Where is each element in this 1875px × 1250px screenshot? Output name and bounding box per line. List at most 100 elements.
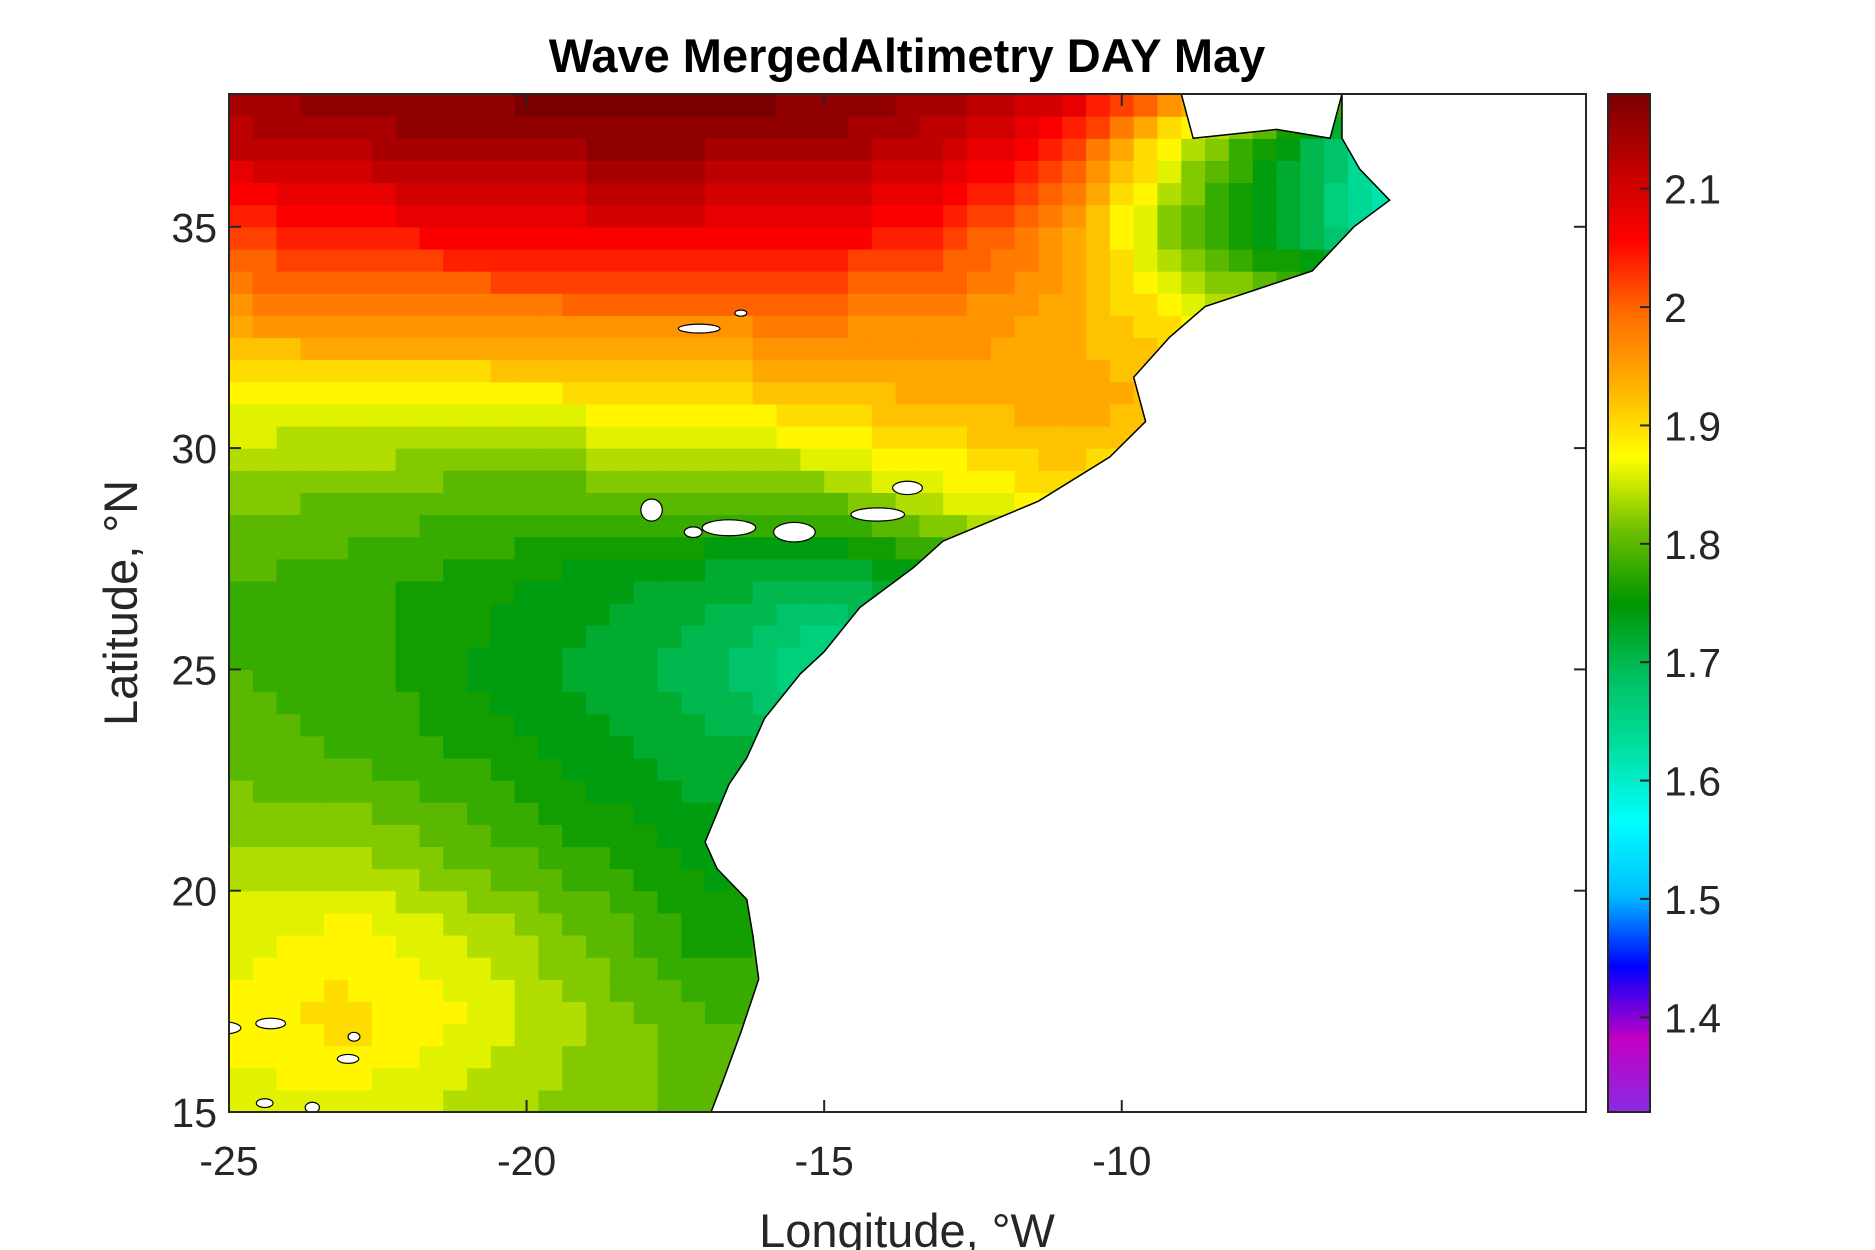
field-cell: [752, 558, 778, 582]
field-cell: [633, 381, 659, 405]
field-cell: [1252, 182, 1278, 206]
field-cell: [824, 514, 849, 538]
field-cell: [419, 94, 444, 117]
field-cell: [467, 271, 492, 294]
field-cell: [752, 226, 778, 250]
field-cell: [681, 138, 706, 161]
field-cell: [776, 492, 801, 516]
field-cell: [1252, 248, 1278, 272]
field-cell: [800, 580, 825, 604]
y-tick-label: 25: [171, 647, 217, 693]
field-cell: [467, 1001, 492, 1025]
field-cell: [348, 1001, 373, 1025]
field-cell: [371, 625, 397, 648]
field-cell: [395, 248, 421, 272]
field-cell: [657, 735, 682, 759]
field-cell: [395, 1089, 421, 1112]
field-cell: [395, 514, 421, 538]
field-cell: [919, 514, 944, 538]
field-cell: [514, 979, 540, 1002]
field-cell: [443, 138, 468, 161]
field-cell: [395, 979, 421, 1002]
field-cell: [657, 182, 682, 206]
field-cell: [1038, 182, 1063, 206]
field-cell: [847, 470, 873, 493]
field-cell: [419, 713, 444, 737]
field-cell: [467, 1023, 492, 1047]
field-cell: [919, 315, 944, 339]
field-cell: [490, 94, 516, 117]
field-cell: [1062, 337, 1087, 361]
field-cell: [229, 271, 254, 294]
field-cell: [300, 226, 325, 250]
field-cell: [538, 669, 563, 693]
field-cell: [467, 138, 492, 161]
field-cell: [633, 448, 659, 471]
field-cell: [657, 315, 682, 339]
field-cell: [514, 403, 540, 427]
field-cell: [1133, 116, 1159, 139]
field-cell: [609, 669, 635, 693]
field-cell: [348, 957, 373, 980]
field-cell: [562, 94, 587, 117]
colorbar: 1.4 1.5 1.6 1.7 1.8 1.9 2 2.1: [1607, 93, 1721, 1113]
field-cell: [919, 138, 944, 161]
field-cell: [586, 293, 611, 316]
field-cell: [395, 293, 421, 316]
field-cell: [229, 536, 254, 560]
field-cell: [276, 1067, 302, 1091]
field-cell: [276, 713, 302, 737]
field-cell: [348, 846, 373, 870]
field-cell: [1109, 160, 1135, 184]
field-cell: [538, 1023, 563, 1047]
field-cell: [371, 979, 397, 1002]
field-cell: [967, 271, 992, 294]
field-cell: [1038, 425, 1063, 449]
land-mask: [229, 94, 1586, 1112]
field-cell: [967, 448, 992, 471]
field-cell: [895, 315, 921, 339]
field-cell: [538, 138, 563, 161]
field-cell: [443, 846, 468, 870]
field-cell: [490, 160, 516, 184]
field-cell: [395, 315, 421, 339]
field-cell: [752, 603, 778, 626]
field-cell: [371, 94, 397, 117]
field-cell: [276, 182, 302, 206]
field-cell: [443, 912, 468, 936]
field-cell: [514, 1067, 540, 1091]
field-cell: [443, 780, 468, 803]
field-cell: [943, 381, 968, 405]
colorbar-tick-label: 2: [1664, 285, 1687, 331]
field-cell: [776, 625, 801, 648]
field-cell: [252, 425, 278, 449]
field-cell: [1324, 160, 1349, 184]
field-cell: [728, 293, 754, 316]
field-cell: [562, 979, 587, 1002]
field-cell: [538, 757, 563, 781]
field-cell: [943, 138, 968, 161]
field-cell: [1133, 248, 1159, 272]
field-cell: [395, 448, 421, 471]
field-cell: [538, 934, 563, 958]
field-cell: [586, 846, 611, 870]
field-cell: [681, 381, 706, 405]
field-cell: [752, 448, 778, 471]
y-tick-label: 30: [171, 426, 217, 472]
field-cell: [871, 536, 897, 560]
coastline: [704, 94, 1586, 1112]
field-cell: [514, 492, 540, 516]
field-cell: [514, 669, 540, 693]
field-cell: [919, 381, 944, 405]
field-cell: [348, 271, 373, 294]
field-cell: [657, 669, 682, 693]
field-cell: [443, 691, 468, 715]
field-cell: [324, 603, 349, 626]
field-cell: [324, 514, 349, 538]
field-cell: [1086, 271, 1111, 294]
field-cell: [943, 271, 968, 294]
field-cell: [657, 868, 682, 892]
field-cell: [467, 868, 492, 892]
field-cell: [657, 204, 682, 228]
field-cell: [1038, 271, 1063, 294]
